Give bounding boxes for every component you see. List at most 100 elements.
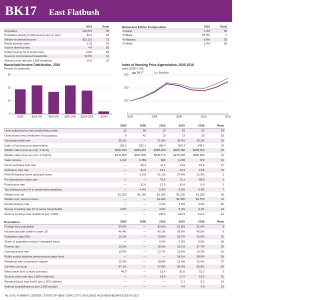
series-line [129, 81, 229, 102]
page: BK17 East Flatbush 46 | NYU FURMAN CENTE… [0, 0, 232, 298]
cell: 91.8 [141, 168, 147, 172]
row-label: Public housing (% of rental units) [5, 50, 44, 54]
cell: 50 [224, 29, 227, 33]
cell: 51.4 [160, 270, 166, 274]
cell: 0.32 [87, 42, 93, 46]
row-stripe [4, 128, 225, 134]
cell: 111.2 [198, 212, 205, 216]
cell: 17.2 [180, 275, 186, 279]
cell: 50.2 [87, 33, 93, 37]
cell: 3.3% [198, 202, 205, 206]
cell: 31 [221, 153, 225, 157]
row-label: Racial diversity index [5, 42, 31, 46]
cell: 5.4% [179, 207, 186, 211]
cell: 34 [221, 168, 225, 172]
row-label: Tax delinquencies (% of residential prop… [5, 187, 62, 191]
chart-title: Household Income Distribution, 2016 [4, 63, 60, 67]
row-label: Home purchase loan rate [5, 163, 37, 167]
cell: 1,389 [139, 158, 146, 162]
cell: 10.2% [119, 235, 127, 239]
row-label: Car-free commute [5, 265, 28, 269]
row-stripe [4, 224, 225, 230]
cell: 14 [221, 280, 225, 284]
cell: 26 [221, 138, 225, 142]
row-label: Foreclosure rate [5, 183, 26, 187]
row-stripe [4, 254, 225, 260]
cell: 51.7 [199, 270, 205, 274]
chart-title: Index of Housing Price Appreciation, 200… [122, 63, 194, 67]
cell: — [143, 138, 146, 142]
row-label: Share of population living in integrated… [5, 240, 61, 244]
y-tick-label: 300 [124, 73, 129, 77]
row-label: Population density (1,000 persons per sq… [5, 33, 61, 37]
cell: 35 [221, 245, 225, 249]
cell: 248.1 [198, 143, 205, 147]
x-tick-label: 2000 [127, 115, 133, 119]
cell: 122.9 [178, 212, 185, 216]
cell: 16.5 [87, 58, 93, 62]
cell: — [163, 285, 166, 289]
cell: 32 [221, 148, 225, 152]
cell: 2.2% [140, 173, 147, 177]
cell: 12 [106, 54, 109, 58]
row-label: % Hispanic [123, 37, 137, 41]
cell: 4.5% [179, 187, 186, 191]
x-tick-label: >$250K [100, 116, 108, 119]
cell: 10.6% [119, 250, 127, 254]
cell: 35 [221, 265, 225, 269]
cell: 19.1% [177, 245, 185, 249]
cell: 2 [222, 173, 224, 177]
row-stripe [4, 37, 110, 42]
cell: 50 [106, 50, 109, 54]
cell: 35 [221, 192, 225, 196]
bar [31, 85, 43, 114]
cell: 45.3 [141, 163, 147, 167]
cell: 95 [143, 129, 147, 133]
cell: 68.0 [199, 178, 205, 182]
cell: 40.1% [158, 230, 166, 234]
cell: $1,200 [157, 192, 166, 196]
row-label: Foreign-born population [5, 225, 35, 229]
cell: 3 [222, 270, 224, 274]
row-label: Rental vacancy rate [5, 202, 30, 206]
cell: $1,280 [196, 192, 205, 196]
cell: 30.1% [197, 138, 205, 142]
cell: 15.6% [197, 235, 205, 239]
row-stripe [4, 45, 110, 51]
chart-subtitle: Percent of households [4, 67, 31, 71]
cell: 22.4% [197, 260, 205, 264]
cell: 4.9 [181, 285, 185, 289]
cell: 32 [221, 197, 225, 201]
cell: 33 [182, 129, 186, 133]
row-label: Unemployment rate [5, 250, 30, 254]
row-stripe [122, 29, 228, 34]
cell: 15.2% [177, 235, 185, 239]
cell: — [124, 168, 127, 172]
cell: — [124, 173, 127, 177]
row-label: % Asian [123, 29, 133, 33]
cell: 18.6% [158, 245, 166, 249]
x-tick-label: 2008 [176, 115, 182, 119]
column-header: 2000 [120, 220, 127, 224]
cell: 135,075 [82, 29, 92, 33]
row-label: Serious crime rate (per 1,000 residents) [5, 58, 52, 62]
cell: 10.4 [180, 183, 186, 187]
cell: 4.4 [88, 46, 92, 50]
cell: 15.3% [119, 260, 127, 264]
cell: 34.1% [177, 255, 185, 259]
cell: — [163, 255, 166, 259]
cell: — [143, 285, 146, 289]
cell: 13.5% [158, 235, 166, 239]
row-stripe [4, 167, 225, 173]
cell: 4.4% [140, 187, 147, 191]
row-stripe [4, 244, 225, 250]
cell: 186.4 [159, 143, 166, 147]
cell: — [124, 285, 127, 289]
cell: 0.0% [198, 240, 205, 244]
row-stripe [4, 177, 225, 183]
cell: 6.9% [204, 37, 211, 41]
row-label: Median rent, recent movers [5, 197, 40, 201]
row-stripe [122, 37, 228, 42]
cell: 8 [125, 134, 127, 138]
row-label: Homeownership rate [5, 138, 31, 142]
